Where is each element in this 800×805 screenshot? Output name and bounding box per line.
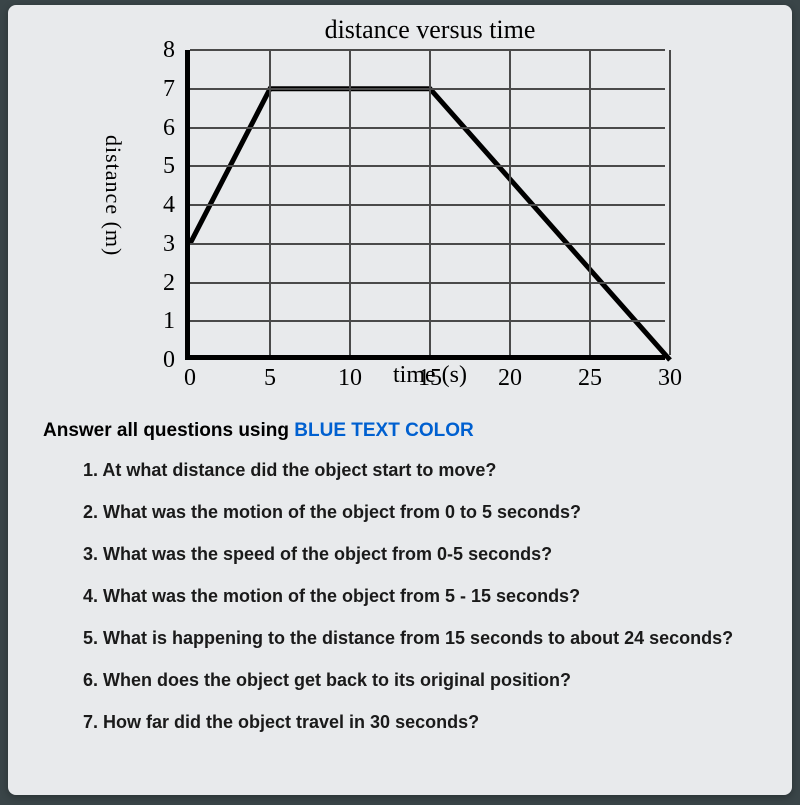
question-item: 6. When does the object get back to its …: [83, 670, 772, 691]
grid-line-vertical: [509, 50, 511, 355]
chart-container: distance versus time distance (m) 012345…: [110, 15, 690, 405]
grid-line-horizontal: [190, 165, 665, 167]
y-tick-label: 0: [150, 348, 175, 372]
y-tick-label: 8: [150, 38, 175, 62]
y-tick-label: 2: [150, 271, 175, 295]
grid-line-horizontal: [190, 127, 665, 129]
question-item: 2. What was the motion of the object fro…: [83, 502, 772, 523]
y-axis-label: distance (m): [100, 135, 126, 256]
question-item: 3. What was the speed of the object from…: [83, 544, 772, 565]
chart-plot: 012345678051015202530: [185, 50, 665, 360]
y-tick-label: 1: [150, 309, 175, 333]
grid-line-horizontal: [190, 320, 665, 322]
grid-line-vertical: [269, 50, 271, 355]
instruction-prefix: Answer all questions using: [43, 420, 294, 441]
grid-line-vertical: [589, 50, 591, 355]
question-item: 4. What was the motion of the object fro…: [83, 586, 772, 607]
y-tick-label: 4: [150, 193, 175, 217]
grid-line-horizontal: [190, 49, 665, 51]
worksheet-paper: distance versus time distance (m) 012345…: [8, 5, 792, 795]
x-tick-label: 20: [498, 365, 522, 392]
x-tick-label: 15: [418, 365, 442, 392]
y-tick-label: 7: [150, 77, 175, 101]
chart-title: distance versus time: [170, 15, 690, 45]
grid-line-horizontal: [190, 243, 665, 245]
grid-line-vertical: [429, 50, 431, 355]
grid-line-horizontal: [190, 282, 665, 284]
instruction-highlight: BLUE TEXT COLOR: [294, 420, 473, 441]
y-tick-label: 3: [150, 232, 175, 256]
question-item: 7. How far did the object travel in 30 s…: [83, 712, 772, 733]
chart-area: distance versus time distance (m) 012345…: [28, 15, 772, 405]
y-tick-label: 6: [150, 116, 175, 140]
question-item: 1. At what distance did the object start…: [83, 460, 772, 481]
grid-line-horizontal: [190, 88, 665, 90]
questions-list: 1. At what distance did the object start…: [28, 460, 772, 733]
x-tick-label: 25: [578, 365, 602, 392]
grid-line-vertical: [669, 50, 671, 355]
grid-line-vertical: [349, 50, 351, 355]
question-item: 5. What is happening to the distance fro…: [83, 628, 772, 649]
grid-line-horizontal: [190, 204, 665, 206]
instruction-text: Answer all questions using BLUE TEXT COL…: [43, 420, 757, 442]
x-tick-label: 30: [658, 365, 682, 392]
y-tick-label: 5: [150, 154, 175, 178]
x-tick-label: 10: [338, 365, 362, 392]
x-tick-label: 0: [184, 365, 196, 392]
x-tick-label: 5: [264, 365, 276, 392]
